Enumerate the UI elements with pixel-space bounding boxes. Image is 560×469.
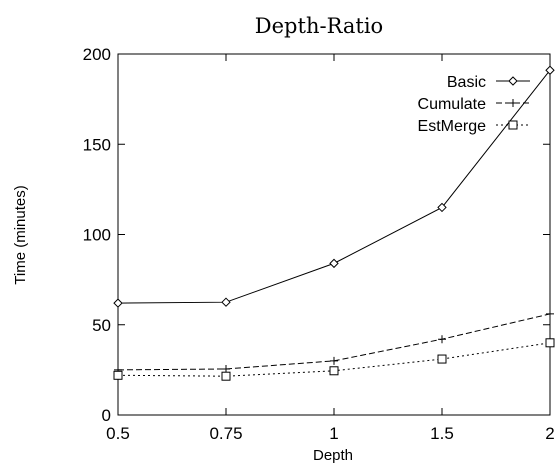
x-tick-label: 0.5	[106, 424, 130, 443]
legend-label-estmerge: EstMerge	[418, 118, 487, 135]
data-point-estmerge	[221, 371, 231, 381]
data-point-estmerge	[437, 354, 447, 364]
data-point-basic	[437, 202, 447, 213]
data-point-cumulate	[438, 335, 446, 344]
y-axis-label: Time (minutes)	[12, 185, 29, 284]
legend-label-cumulate: Cumulate	[418, 96, 487, 113]
x-tick-label: 1	[329, 424, 338, 443]
y-tick-label: 100	[83, 226, 111, 245]
y-tick-label: 200	[83, 45, 111, 64]
data-point-cumulate	[330, 356, 338, 365]
data-point-cumulate	[546, 309, 554, 318]
x-axis-label: Depth	[313, 447, 353, 464]
legend-label-basic: Basic	[447, 74, 486, 91]
data-point-estmerge	[329, 366, 339, 376]
data-point-cumulate	[222, 364, 230, 373]
y-tick-label: 150	[83, 135, 111, 154]
data-point-estmerge	[545, 338, 555, 348]
legend-marker-cumulate	[509, 99, 517, 107]
legend-marker-basic	[508, 76, 518, 86]
legend: Basic Cumulate EstMerge	[418, 74, 530, 135]
chart-title: Depth-Ratio	[255, 14, 383, 38]
data-point-basic	[329, 258, 339, 269]
data-point-basic	[113, 298, 123, 308]
y-tick-label: 50	[92, 316, 111, 335]
data-point-basic	[221, 297, 231, 307]
plot-area: 0 50 100 150 200 0.5 0.75 1 1.5 2 Basic Cumulate Est…	[83, 45, 555, 443]
data-point-estmerge	[113, 370, 123, 380]
y-tick-label: 0	[102, 406, 111, 425]
x-tick-label: 1.5	[430, 424, 454, 443]
x-tick-label: 2	[545, 424, 554, 443]
x-tick-label: 0.75	[209, 424, 242, 443]
data-point-basic	[545, 65, 555, 75]
legend-marker-estmerge	[508, 120, 518, 130]
